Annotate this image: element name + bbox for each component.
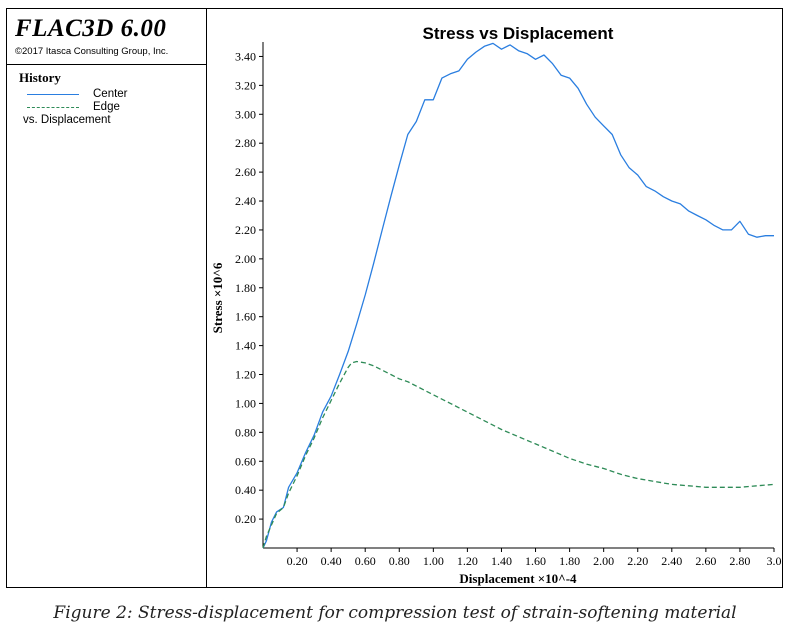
- x-tick-label: 1.40: [491, 554, 512, 568]
- y-tick-label: 1.40: [235, 339, 256, 353]
- x-tick-label: 1.20: [457, 554, 478, 568]
- legend-label-center: Center: [93, 88, 128, 100]
- app-title: FLAC3D 6.00: [15, 15, 167, 42]
- legend-item-edge: Edge: [27, 100, 120, 114]
- y-tick-label: 0.80: [235, 425, 256, 439]
- legend-label-edge: Edge: [93, 101, 120, 113]
- y-tick-label: 2.80: [235, 136, 256, 150]
- y-tick-label: 0.60: [235, 454, 256, 468]
- x-tick-label: 2.00: [593, 554, 614, 568]
- legend-swatch-center: [27, 93, 79, 95]
- y-tick-label: 3.00: [235, 107, 256, 121]
- x-tick-label: 0.40: [321, 554, 342, 568]
- chart-area: Stress vs Displacement 0.20 0.40 0.60 0.80 1…: [210, 24, 782, 586]
- legend-vs-label: vs. Displacement: [23, 114, 111, 126]
- x-tick-label: 0.60: [355, 554, 376, 568]
- y-tick-label: 0.40: [235, 483, 256, 497]
- legend-panel: FLAC3D 6.00 ©2017 Itasca Consulting Grou…: [7, 9, 207, 587]
- y-tick-label: 3.40: [235, 49, 256, 63]
- y-tick-label: 3.20: [235, 78, 256, 92]
- y-tick-label: 1.80: [235, 281, 256, 295]
- header-divider: [7, 64, 206, 65]
- chart-axes: [262, 42, 774, 549]
- y-tick-label: 2.40: [235, 194, 256, 208]
- x-tick-label: 2.40: [661, 554, 682, 568]
- series-line-center: [262, 42, 774, 549]
- x-tick-label: 1.00: [423, 554, 444, 568]
- legend-swatch-edge: [27, 106, 79, 108]
- series-line-edge: [262, 360, 775, 549]
- x-tick-label: 2.20: [627, 554, 648, 568]
- y-tick-label: 2.20: [235, 223, 256, 237]
- legend-item-center: Center: [27, 87, 128, 101]
- x-tick-label: 1.60: [525, 554, 546, 568]
- y-tick-label: 1.20: [235, 368, 256, 382]
- figure-caption: Figure 2: Stress-displacement for compre…: [53, 603, 737, 623]
- y-tick-label: 2.00: [235, 252, 256, 266]
- chart-ticks: 0.20 0.40 0.60 0.80 1.00 1.20 1.40 1.60 1.80 2.00…: [235, 49, 782, 568]
- x-tick-label: 0.80: [389, 554, 410, 568]
- x-axis-label: Displacement ×10^-4: [459, 571, 577, 586]
- y-axis-label: Stress ×10^6: [210, 262, 225, 333]
- chart-series: [262, 42, 775, 549]
- chart-title: Stress vs Displacement: [423, 24, 614, 43]
- figure-frame: FLAC3D 6.00 ©2017 Itasca Consulting Grou…: [6, 8, 783, 588]
- y-tick-label: 1.00: [235, 396, 256, 410]
- y-tick-label: 0.20: [235, 512, 256, 526]
- x-tick-label: 3.0: [767, 554, 782, 568]
- legend-heading: History: [19, 70, 61, 85]
- copyright-text: ©2017 Itasca Consulting Group, Inc.: [15, 46, 169, 57]
- y-tick-label: 1.60: [235, 310, 256, 324]
- y-tick-label: 2.60: [235, 165, 256, 179]
- x-tick-label: 0.20: [287, 554, 308, 568]
- x-tick-label: 2.80: [729, 554, 750, 568]
- x-tick-label: 2.60: [695, 554, 716, 568]
- x-tick-label: 1.80: [559, 554, 580, 568]
